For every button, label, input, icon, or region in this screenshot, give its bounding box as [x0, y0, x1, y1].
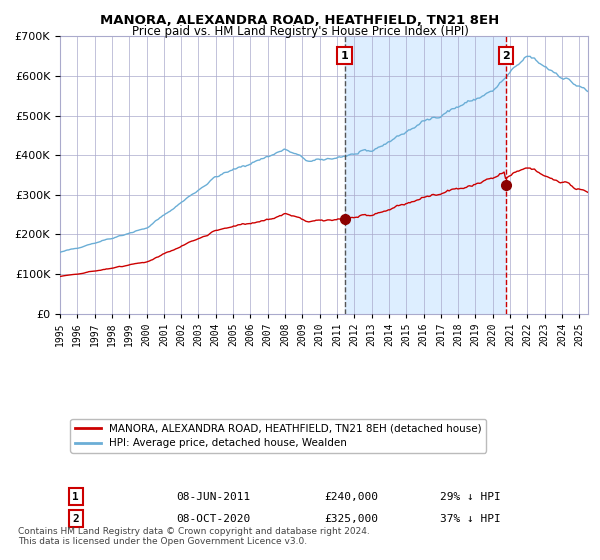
Legend: MANORA, ALEXANDRA ROAD, HEATHFIELD, TN21 8EH (detached house), HPI: Average pric: MANORA, ALEXANDRA ROAD, HEATHFIELD, TN21…	[70, 419, 486, 452]
Bar	[344, 36, 506, 314]
Text: 2: 2	[73, 514, 79, 524]
Text: 1: 1	[341, 51, 349, 61]
Text: 37% ↓ HPI: 37% ↓ HPI	[440, 514, 501, 524]
Text: 2: 2	[502, 51, 510, 61]
Text: £240,000: £240,000	[324, 492, 378, 502]
Text: Contains HM Land Registry data © Crown copyright and database right 2024.
This d: Contains HM Land Registry data © Crown c…	[18, 526, 370, 546]
Text: 1: 1	[73, 492, 79, 502]
Text: £325,000: £325,000	[324, 514, 378, 524]
Text: 29% ↓ HPI: 29% ↓ HPI	[440, 492, 501, 502]
Text: 08-OCT-2020: 08-OCT-2020	[176, 514, 250, 524]
Text: MANORA, ALEXANDRA ROAD, HEATHFIELD, TN21 8EH: MANORA, ALEXANDRA ROAD, HEATHFIELD, TN21…	[100, 14, 500, 27]
Text: Price paid vs. HM Land Registry's House Price Index (HPI): Price paid vs. HM Land Registry's House …	[131, 25, 469, 38]
Text: 08-JUN-2011: 08-JUN-2011	[176, 492, 250, 502]
